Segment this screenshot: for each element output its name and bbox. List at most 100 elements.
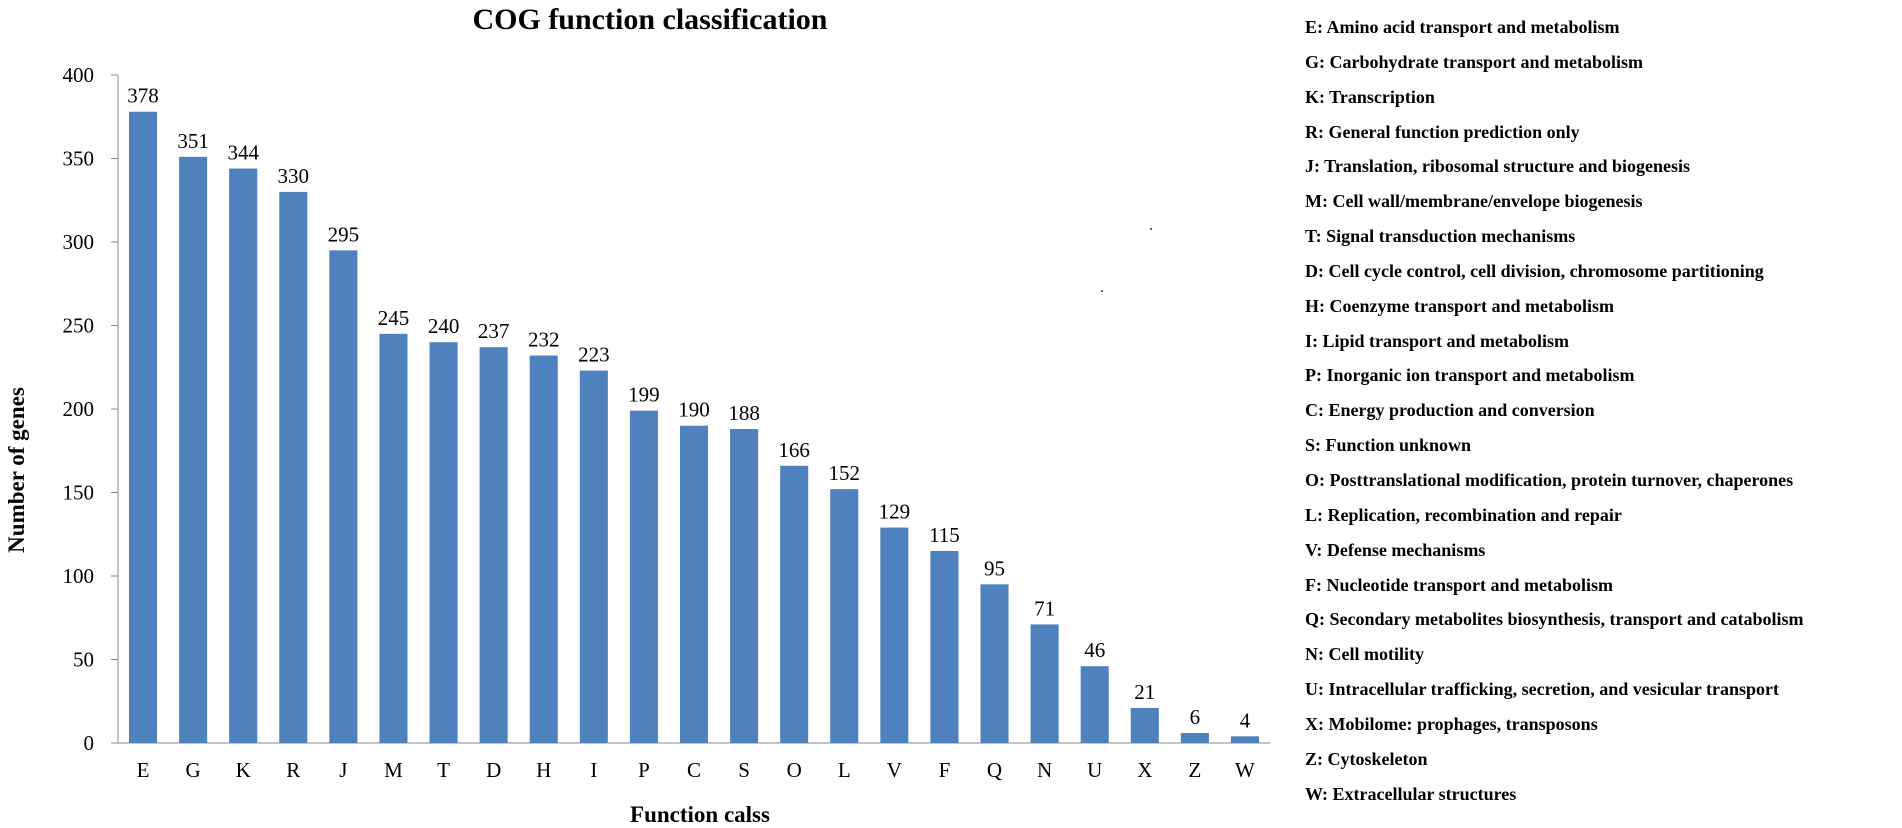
y-axis-title: Number of genes [4,387,29,553]
data-label-S: 188 [728,401,760,425]
data-label-X: 21 [1134,680,1155,704]
legend-entry: I: Lipid transport and metabolism [1305,330,1570,351]
bar-F [930,550,959,743]
bar-L [830,489,859,743]
legend-entry: V: Defense mechanisms [1305,539,1486,560]
bar-P [629,410,658,743]
x-tick-label-S: S [738,758,750,782]
bar-chart: COG function classification Number of ge… [4,3,1270,827]
bar-D [479,347,508,743]
y-tick-label: 200 [63,397,95,421]
legend-entry: R: General function prediction only [1305,121,1580,142]
bar-I [579,370,608,743]
x-tick-label-W: W [1235,758,1255,782]
data-label-P: 199 [628,383,660,407]
data-label-Z: 6 [1190,705,1201,729]
legend-entry: M: Cell wall/membrane/envelope biogenesi… [1305,191,1643,212]
x-tick-label-U: U [1087,758,1102,782]
x-tick-label-L: L [838,758,851,782]
legend-entry: P: Inorganic ion transport and metabolis… [1305,365,1635,386]
data-label-C: 190 [678,398,710,422]
x-tick-label-K: K [236,758,251,782]
bar-C [679,425,709,743]
y-tick-label: 50 [73,648,94,672]
legend-entry: Q: Secondary metabolites biosynthesis, t… [1305,609,1804,630]
bar-N [1030,624,1059,743]
x-tick-label-X: X [1137,758,1152,782]
legend-entry: O: Posttranslational modification, prote… [1305,469,1794,490]
x-tick-label-T: T [437,758,450,782]
bar-Q [980,584,1009,743]
data-label-M: 245 [378,306,410,330]
bar-O [780,465,809,743]
bars: 378 351 344 330 295 245 240 237 232 223 199 190 188 1… [127,84,1259,744]
legend-entry: J: Translation, ribosomal structure and … [1305,156,1691,177]
bar-M [379,333,408,743]
data-label-L: 152 [829,461,861,485]
legend: E: Amino acid transport and metabolism G:… [1305,10,1804,811]
legend-entry: D: Cell cycle control, cell division, ch… [1305,260,1764,281]
x-tick-label-G: G [186,758,201,782]
x-tick-label-Q: Q [987,758,1002,782]
x-axis-title: Function calss [630,802,770,827]
legend-entry: X: Mobilome: prophages, transposons [1305,713,1598,734]
legend-entry: K: Transcription [1305,86,1435,107]
x-tick-label-R: R [286,758,300,782]
data-label-I: 223 [578,343,610,367]
data-label-W: 4 [1240,708,1251,732]
data-label-N: 71 [1034,596,1055,620]
x-tick-label-F: F [939,758,951,782]
x-tick-label-C: C [687,758,701,782]
x-tick-label-N: N [1037,758,1052,782]
data-label-D: 237 [478,319,510,343]
y-tick-label: 100 [63,564,95,588]
data-label-K: 344 [227,141,259,165]
stray-dot [1150,228,1152,230]
bar-U [1080,666,1109,743]
bar-R [279,191,308,743]
y-tick-label: 400 [63,63,95,87]
x-tick-label-H: H [536,758,551,782]
bar-H [529,355,558,743]
bar-G [179,156,208,743]
data-label-V: 129 [879,500,911,524]
y-tick-label: 250 [63,314,95,338]
data-label-F: 115 [929,523,960,547]
x-tick-label-D: D [486,758,501,782]
bar-J [329,250,358,743]
data-label-H: 232 [528,328,560,352]
legend-entry: L: Replication, recombination and repair [1305,504,1622,525]
bar-S [730,429,759,743]
legend-entry: C: Energy production and conversion [1305,400,1595,421]
x-tick-label-J: J [339,758,347,782]
bar-K [229,168,258,743]
data-label-Q: 95 [984,556,1005,580]
y-tick-label: 350 [63,147,95,171]
data-label-T: 240 [428,314,460,338]
x-tick-label-V: V [887,758,902,782]
x-tick-label-I: I [590,758,597,782]
x-tick-label-O: O [787,758,802,782]
bar-W [1230,736,1259,743]
legend-entry: G: Carbohydrate transport and metabolism [1305,51,1643,72]
x-tick-label-M: M [384,758,403,782]
data-label-R: 330 [278,164,310,188]
legend-entry: W: Extracellular structures [1305,783,1517,804]
x-tick-label-P: P [638,758,650,782]
legend-entry: T: Signal transduction mechanisms [1305,226,1576,247]
data-label-G: 351 [177,129,209,153]
bar-X [1130,707,1159,743]
data-label-J: 295 [328,222,360,246]
legend-entry: Z: Cytoskeleton [1305,748,1428,769]
bar-V [880,527,909,743]
data-label-O: 166 [778,438,810,462]
legend-entry: N: Cell motility [1305,644,1424,665]
y-tick-label: 0 [84,731,95,755]
data-label-E: 378 [127,84,159,108]
chart-title: COG function classification [472,3,827,36]
legend-entry: E: Amino acid transport and metabolism [1305,17,1620,37]
legend-entry: S: Function unknown [1305,435,1472,456]
bar-E [129,111,158,744]
legend-entry: H: Coenzyme transport and metabolism [1305,295,1614,316]
